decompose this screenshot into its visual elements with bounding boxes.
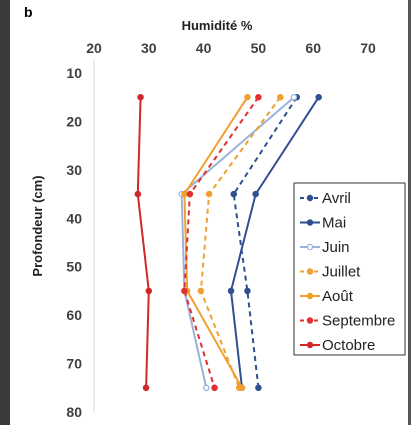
legend-item: Juin bbox=[300, 239, 350, 256]
series-line bbox=[229, 96, 320, 388]
data-point bbox=[227, 287, 235, 295]
chart-title: Humidité % bbox=[182, 18, 253, 33]
data-point bbox=[277, 93, 284, 101]
series-line bbox=[232, 96, 298, 388]
x-tick-label: 20 bbox=[86, 40, 102, 56]
legend-label: Octobre bbox=[322, 337, 375, 354]
y-tick-label: 50 bbox=[66, 259, 82, 275]
data-point bbox=[205, 190, 213, 198]
data-point bbox=[203, 384, 210, 392]
legend-marker bbox=[306, 243, 314, 251]
legend-marker bbox=[306, 292, 314, 300]
x-tick-labels: 20 30 40 50 60 70 bbox=[86, 40, 376, 56]
legend-marker bbox=[306, 341, 314, 349]
left-border bbox=[0, 0, 10, 425]
legend-label: Juillet bbox=[322, 264, 361, 281]
legend-marker bbox=[306, 219, 314, 226]
x-tick-label: 70 bbox=[360, 40, 376, 56]
data-point bbox=[142, 384, 150, 392]
data-point bbox=[255, 93, 262, 101]
series-6 bbox=[134, 93, 153, 392]
legend-item: Mai bbox=[300, 215, 346, 232]
data-point bbox=[252, 190, 259, 198]
data-point bbox=[255, 384, 262, 392]
legend-item: Septembre bbox=[300, 313, 395, 330]
legend-label: Mai bbox=[322, 215, 346, 232]
data-point bbox=[290, 93, 298, 101]
legend-marker bbox=[306, 268, 314, 275]
y-tick-label: 70 bbox=[66, 356, 82, 372]
right-border bbox=[408, 0, 411, 425]
data-point bbox=[244, 287, 251, 295]
series-line bbox=[183, 96, 249, 389]
data-point bbox=[315, 93, 322, 101]
legend-box bbox=[293, 182, 406, 356]
legend-item: Octobre bbox=[300, 337, 375, 354]
x-tick-label: 30 bbox=[141, 40, 157, 56]
panel-label: b bbox=[24, 4, 33, 20]
data-point bbox=[238, 384, 246, 392]
series-0 bbox=[230, 93, 301, 392]
x-tick-label: 40 bbox=[196, 40, 212, 56]
y-tick-label: 80 bbox=[66, 404, 82, 420]
data-point bbox=[186, 190, 194, 198]
x-tick-label: 60 bbox=[305, 40, 321, 56]
legend-item: Août bbox=[300, 288, 354, 305]
legend-label: Septembre bbox=[322, 313, 395, 330]
legend-item: Avril bbox=[300, 190, 351, 207]
series-line bbox=[180, 96, 295, 389]
legend-label: Avril bbox=[322, 190, 351, 207]
y-tick-labels: 10 20 30 40 50 60 70 80 bbox=[66, 65, 82, 420]
data-point bbox=[244, 93, 251, 101]
data-point bbox=[134, 190, 142, 198]
series-4 bbox=[181, 93, 251, 392]
data-point bbox=[211, 384, 218, 392]
legend-marker bbox=[306, 194, 314, 202]
y-tick-label: 10 bbox=[66, 65, 82, 81]
legend: Avril Mai Juin Juillet Août Septembre Octobre bbox=[293, 182, 406, 356]
y-axis-label: Profondeur (cm) bbox=[30, 175, 45, 276]
y-tick-label: 40 bbox=[66, 210, 82, 226]
data-series bbox=[134, 93, 322, 392]
data-point bbox=[197, 287, 205, 295]
data-point bbox=[230, 190, 237, 198]
legend-marker bbox=[306, 317, 314, 324]
legend-label: Juin bbox=[322, 239, 350, 256]
y-tick-label: 60 bbox=[66, 307, 82, 323]
series-line bbox=[136, 97, 150, 388]
legend-label: Août bbox=[322, 288, 354, 305]
series-5 bbox=[181, 93, 262, 392]
data-point bbox=[181, 287, 188, 295]
data-point bbox=[145, 287, 153, 295]
data-point bbox=[181, 190, 188, 198]
y-tick-label: 30 bbox=[66, 162, 82, 178]
x-tick-label: 50 bbox=[251, 40, 267, 56]
data-point bbox=[137, 93, 144, 101]
y-tick-label: 20 bbox=[66, 113, 82, 129]
legend-item: Juillet bbox=[300, 264, 361, 281]
